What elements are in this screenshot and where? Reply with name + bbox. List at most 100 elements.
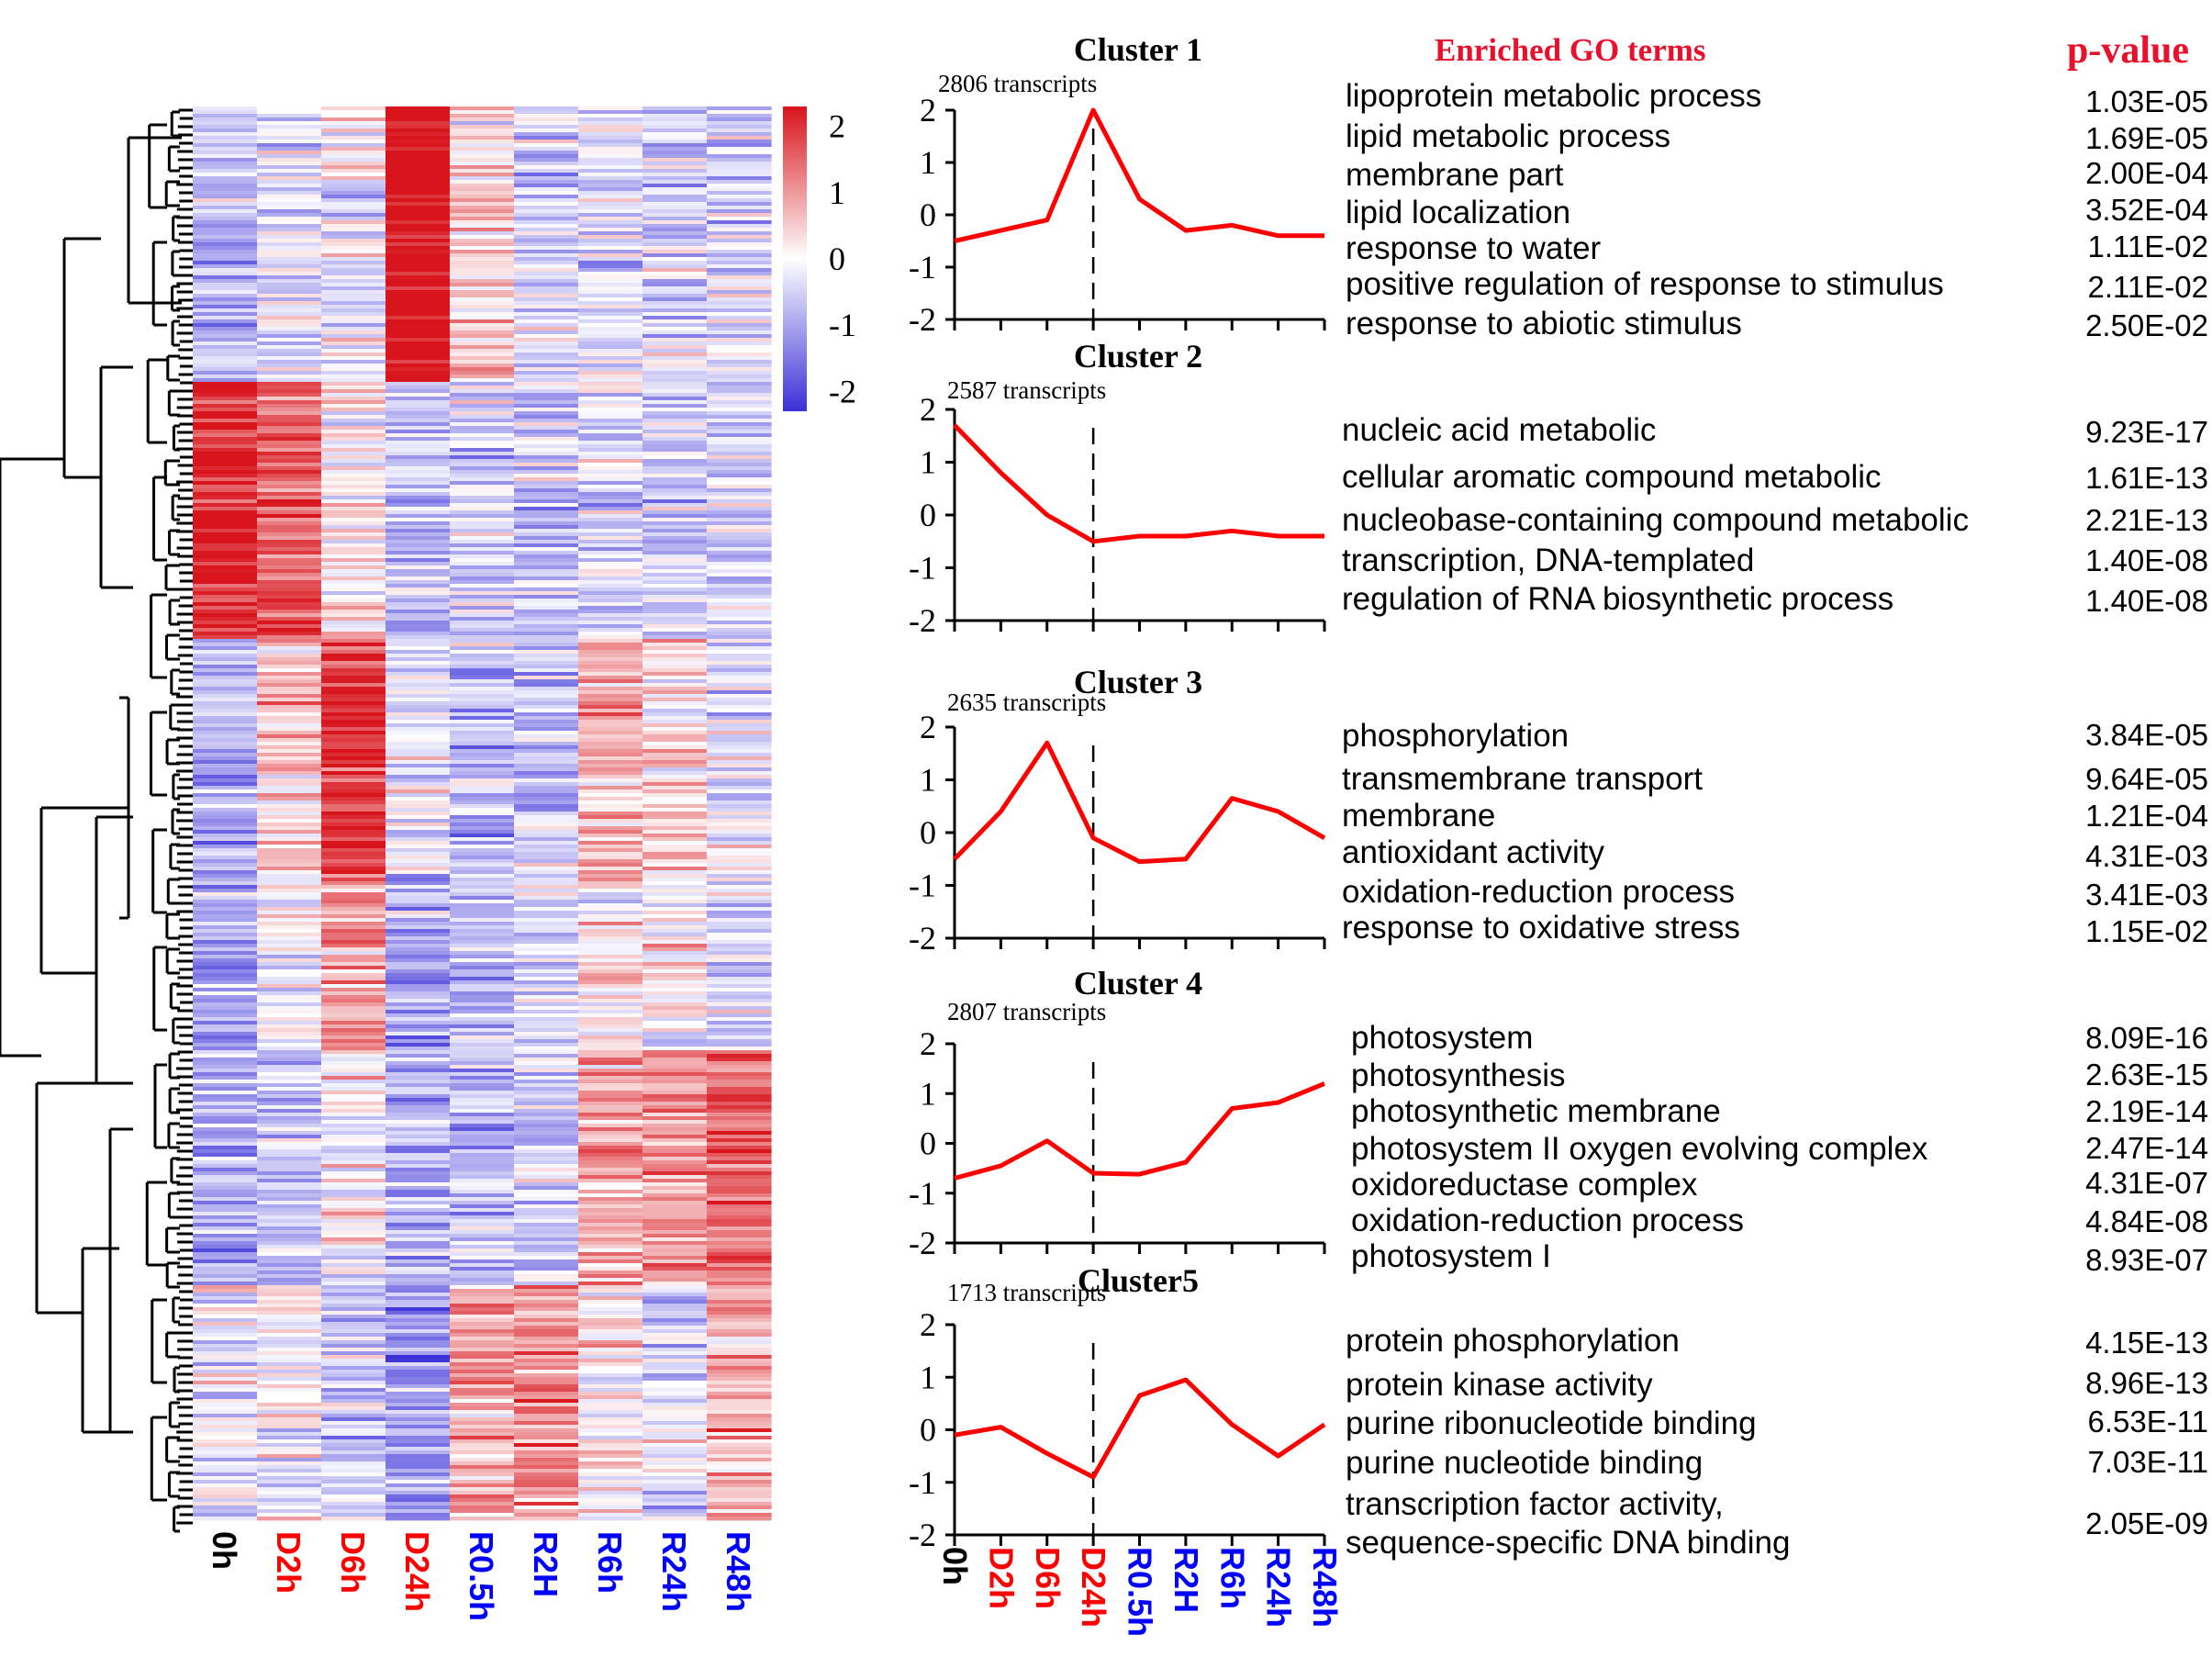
- heatmap-cell: [578, 1509, 643, 1514]
- heatmap-cell: [578, 1465, 643, 1470]
- heatmap-cell: [642, 308, 708, 313]
- heatmap-cell: [707, 602, 772, 607]
- heatmap-cell: [257, 1091, 322, 1095]
- heatmap-cell: [450, 812, 515, 816]
- heatmap-cell: [450, 353, 515, 357]
- heatmap-cell: [707, 984, 772, 989]
- heatmap-cell: [321, 1326, 386, 1330]
- heatmap-cell: [385, 308, 451, 313]
- heatmap-cell: [385, 1179, 451, 1183]
- heatmap-cell: [193, 734, 258, 739]
- heatmap-cell: [514, 1322, 579, 1327]
- heatmap-cell: [257, 316, 322, 320]
- heatmap-cell: [514, 301, 579, 306]
- heatmap-cell: [642, 165, 708, 170]
- heatmap-cell: [385, 371, 451, 375]
- heatmap-cell: [578, 867, 643, 871]
- heatmap-cell: [450, 1436, 515, 1440]
- heatmap-cell: [578, 477, 643, 482]
- heatmap-cell: [514, 771, 579, 776]
- heatmap-cell: [385, 643, 451, 647]
- heatmap-cell: [193, 892, 258, 897]
- heatmap-cell: [514, 1359, 579, 1363]
- heatmap-cell: [707, 1403, 772, 1407]
- heatmap-cell: [450, 621, 515, 625]
- heatmap-cell: [385, 745, 451, 750]
- heatmap-cell: [450, 1337, 515, 1341]
- heatmap-cell: [578, 1248, 643, 1253]
- go-term: cellular aromatic compound metabolic: [1342, 459, 1882, 495]
- heatmap-cell: [193, 911, 258, 915]
- heatmap-cell: [193, 988, 258, 992]
- heatmap-cell: [578, 198, 643, 203]
- heatmap-cell: [193, 1087, 258, 1091]
- heatmap-cell: [514, 1072, 579, 1077]
- heatmap-cell: [257, 1120, 322, 1125]
- heatmap-cell: [514, 800, 579, 805]
- heatmap-cell: [707, 518, 772, 522]
- heatmap-cell: [450, 1359, 515, 1363]
- heatmap-cell: [193, 1017, 258, 1022]
- heatmap-cell: [193, 239, 258, 243]
- heatmap-cell: [193, 411, 258, 416]
- heatmap-cell: [578, 892, 643, 897]
- heatmap-cell: [257, 1171, 322, 1176]
- heatmap-cell: [450, 584, 515, 588]
- heatmap-cell: [193, 933, 258, 937]
- heatmap-cell: [257, 217, 322, 221]
- heatmap-cell: [642, 202, 708, 207]
- heatmap-cell: [321, 492, 386, 497]
- heatmap-cell: [450, 1362, 515, 1367]
- heatmap-cell: [514, 1120, 579, 1125]
- heatmap-cell: [193, 1502, 258, 1506]
- heatmap-cell: [514, 1061, 579, 1066]
- heatmap-cell: [514, 1296, 579, 1301]
- heatmap-cell: [578, 1083, 643, 1088]
- heatmap-cell: [707, 1193, 772, 1198]
- heatmap-cell: [578, 397, 643, 401]
- heatmap-cell: [514, 327, 579, 331]
- heatmap-cell: [193, 885, 258, 890]
- heatmap-cell: [257, 1124, 322, 1128]
- heatmap-cell: [642, 1127, 708, 1132]
- heatmap-cell: [193, 176, 258, 181]
- heatmap-cell: [642, 220, 708, 225]
- heatmap-cell: [514, 1234, 579, 1238]
- heatmap-cell: [450, 1498, 515, 1503]
- heatmap-cell: [514, 1102, 579, 1106]
- heatmap-cell: [193, 1285, 258, 1290]
- heatmap-cell: [514, 826, 579, 831]
- heatmap-cell: [578, 1002, 643, 1007]
- heatmap-cell: [514, 349, 579, 353]
- heatmap-cell: [707, 305, 772, 309]
- heatmap-cell: [193, 1113, 258, 1117]
- heatmap-cell: [707, 639, 772, 644]
- heatmap-x-label: R2H: [527, 1531, 564, 1597]
- heatmap-cell: [257, 1087, 322, 1091]
- heatmap-cell: [642, 756, 708, 761]
- heatmap-cell: [193, 1282, 258, 1286]
- heatmap-cell: [642, 1069, 708, 1073]
- heatmap-cell: [642, 1425, 708, 1429]
- heatmap-cell: [257, 687, 322, 691]
- heatmap-cell: [450, 1013, 515, 1018]
- heatmap-cell: [707, 1109, 772, 1114]
- heatmap-cell: [257, 1013, 322, 1018]
- heatmap-cell: [385, 1182, 451, 1187]
- heatmap-cell: [450, 947, 515, 952]
- heatmap-cell: [642, 808, 708, 812]
- heatmap-cell: [578, 635, 643, 640]
- heatmap-cell: [193, 1278, 258, 1282]
- heatmap-cell: [642, 1043, 708, 1047]
- go-term: photosynthetic membrane: [1351, 1093, 1721, 1129]
- heatmap-cell: [193, 1069, 258, 1073]
- heatmap-cell: [642, 1138, 708, 1143]
- heatmap-cell: [578, 712, 643, 717]
- heatmap-cell: [514, 1204, 579, 1209]
- heatmap-cell: [385, 1002, 451, 1007]
- heatmap-cell: [385, 823, 451, 827]
- heatmap-cell: [385, 1237, 451, 1242]
- heatmap-cell: [321, 698, 386, 702]
- heatmap-cell: [385, 106, 451, 111]
